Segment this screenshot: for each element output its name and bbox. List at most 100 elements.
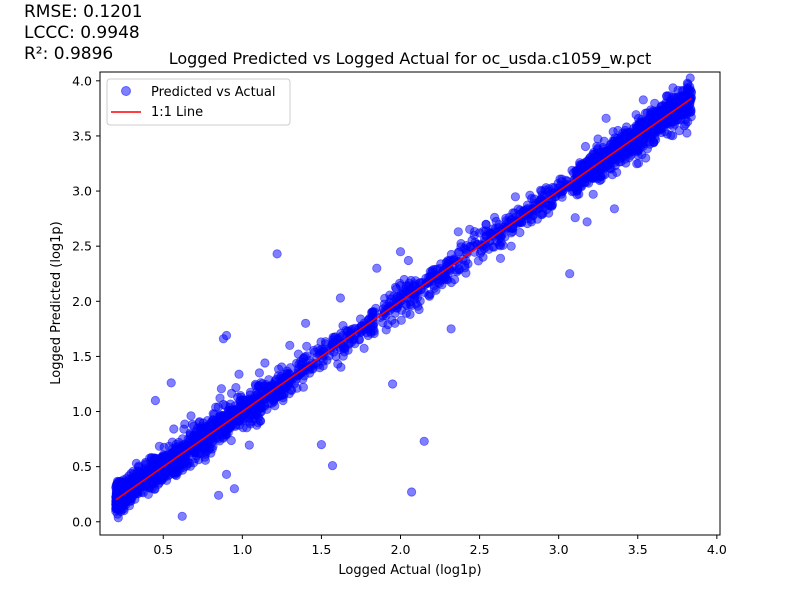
scatter-point — [298, 382, 308, 392]
scatter-point — [413, 301, 423, 311]
scatter-point — [419, 436, 429, 446]
scatter-point — [131, 458, 141, 468]
scatter-point — [316, 439, 326, 450]
scatter-point — [395, 247, 406, 257]
y-tick-label: 1.5 — [72, 349, 92, 364]
scatter-point — [335, 293, 345, 303]
scatter-point — [336, 362, 346, 372]
scatter-point — [181, 456, 191, 467]
scatter-point — [683, 117, 693, 127]
scatter-point — [588, 189, 598, 199]
scatter-point — [231, 382, 241, 393]
scatter-point — [609, 204, 620, 214]
scatter-point — [214, 490, 224, 500]
scatter-point — [369, 328, 379, 339]
x-tick-label: 2.0 — [391, 542, 411, 557]
scatter-point — [517, 217, 527, 228]
scatter-point — [608, 142, 618, 152]
scatter-point — [621, 158, 631, 168]
scatter-point — [668, 83, 678, 93]
scatter-point — [525, 190, 535, 200]
r2-text: R²: 0.9896 — [24, 44, 114, 64]
scatter-point — [141, 457, 151, 467]
scatter-point — [354, 334, 364, 344]
x-tick-label: 2.5 — [470, 542, 490, 557]
scatter-point — [291, 358, 302, 368]
scatter-point — [113, 477, 123, 487]
scatter-point — [254, 368, 264, 378]
scatter-point — [489, 212, 500, 222]
scatter-point — [285, 340, 295, 350]
scatter-point — [582, 217, 592, 227]
legend-label-scatter: Predicted vs Actual — [151, 85, 275, 100]
scatter-point — [532, 214, 543, 224]
scatter-point — [202, 446, 212, 457]
scatter-point — [159, 442, 169, 452]
scatter-point — [221, 412, 231, 422]
scatter-point — [169, 424, 179, 434]
scatter-point — [302, 341, 312, 351]
scatter-point — [117, 502, 127, 512]
scatter-point — [640, 118, 651, 128]
legend-marker-scatter — [121, 86, 131, 96]
scatter-point — [372, 263, 382, 273]
scatter-point — [538, 208, 548, 218]
metrics-text: RMSE: 0.1201 LCCC: 0.9948 R²: 0.9896 — [24, 2, 143, 65]
scatter-point — [593, 134, 603, 144]
scatter-point — [474, 228, 485, 238]
scatter-point — [260, 358, 270, 368]
scatter-point — [359, 343, 369, 353]
scatter-point — [216, 384, 226, 394]
x-axis-ticks: 0.5 1.0 1.5 2.0 2.5 3.0 3.5 4.0 — [153, 535, 727, 557]
scatter-point — [208, 421, 218, 432]
y-tick-label: 0.5 — [72, 459, 92, 474]
scatter-point — [682, 84, 693, 94]
scatter-point — [361, 328, 371, 338]
scatter-point — [585, 152, 596, 162]
y-tick-label: 3.0 — [72, 184, 92, 199]
scatter-point — [673, 101, 684, 111]
scatter-point — [392, 291, 403, 302]
scatter-point — [221, 330, 232, 341]
scatter-point — [607, 170, 618, 180]
scatter-point — [506, 228, 516, 238]
scatter-point — [166, 378, 176, 388]
legend-box — [106, 78, 291, 126]
scatter-point — [632, 159, 642, 169]
scatter-point — [337, 330, 347, 341]
scatter-point — [286, 384, 296, 395]
scatter-point — [221, 469, 232, 479]
scatter-point — [300, 352, 310, 362]
scatter-point — [454, 247, 464, 257]
scatter-point — [177, 511, 187, 521]
scatter-point — [443, 256, 453, 267]
scatter-point — [547, 182, 558, 193]
scatter-point — [124, 471, 134, 481]
scatter-point — [143, 489, 153, 499]
scatter-point — [189, 458, 199, 468]
x-tick-label: 3.5 — [628, 542, 648, 557]
scatter-point — [113, 513, 123, 523]
x-axis-label: Logged Actual (log1p) — [338, 563, 481, 578]
scatter-point — [180, 419, 190, 429]
scatter-point — [565, 269, 575, 279]
x-tick-label: 0.5 — [153, 542, 173, 557]
x-tick-label: 1.0 — [232, 542, 252, 557]
scatter-point — [619, 150, 629, 160]
scatter-point — [613, 125, 623, 136]
scatter-point — [322, 355, 332, 365]
scatter-point — [515, 227, 525, 238]
scatter-point — [185, 429, 195, 440]
scatter-point — [601, 113, 611, 123]
legend-label-line: 1:1 Line — [151, 105, 203, 120]
scatter-point — [396, 315, 406, 325]
scatter-point — [150, 395, 160, 406]
y-axis-ticks: 0.0 0.5 1.0 1.5 2.0 2.5 3.0 3.5 4.0 — [72, 73, 100, 529]
scatter-point — [596, 172, 606, 182]
y-tick-label: 2.5 — [72, 239, 92, 254]
rmse-text: RMSE: 0.1201 — [24, 2, 143, 22]
scatter-point — [378, 317, 388, 328]
scatter-point — [219, 426, 229, 436]
legend: Predicted vs Actual 1:1 Line — [106, 78, 291, 126]
